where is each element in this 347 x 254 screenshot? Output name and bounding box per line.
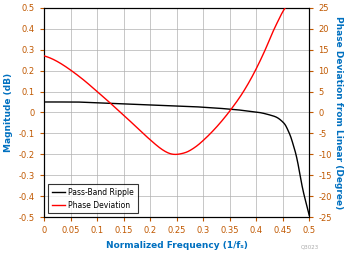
Phase Deviation	[69, 69, 74, 72]
Phase Deviation	[173, 153, 177, 156]
Pass-Band Ripple	[302, 193, 306, 196]
Pass-Band Ripple	[42, 100, 46, 103]
Pass-Band Ripple	[307, 214, 311, 217]
Phase Deviation	[283, 6, 287, 9]
Phase Deviation	[253, 70, 257, 73]
Phase Deviation	[134, 126, 138, 129]
Phase Deviation	[279, 14, 283, 17]
Line: Phase Deviation: Phase Deviation	[44, 8, 285, 154]
Pass-Band Ripple	[273, 115, 278, 118]
Phase Deviation	[84, 80, 88, 83]
Legend: Pass-Band Ripple, Phase Deviation: Pass-Band Ripple, Phase Deviation	[48, 184, 138, 213]
Y-axis label: Phase Deviation from Linear (Degree): Phase Deviation from Linear (Degree)	[334, 16, 343, 209]
Pass-Band Ripple	[155, 104, 159, 107]
Pass-Band Ripple	[88, 101, 92, 104]
Text: Q3023: Q3023	[301, 245, 319, 250]
Line: Pass-Band Ripple: Pass-Band Ripple	[44, 102, 309, 215]
Phase Deviation	[145, 135, 149, 138]
Y-axis label: Magnitude (dB): Magnitude (dB)	[4, 73, 13, 152]
Phase Deviation	[42, 54, 46, 57]
Pass-Band Ripple	[72, 100, 76, 103]
X-axis label: Normalized Frequency (1/fₛ): Normalized Frequency (1/fₛ)	[105, 241, 247, 250]
Pass-Band Ripple	[144, 103, 148, 106]
Pass-Band Ripple	[70, 100, 74, 103]
